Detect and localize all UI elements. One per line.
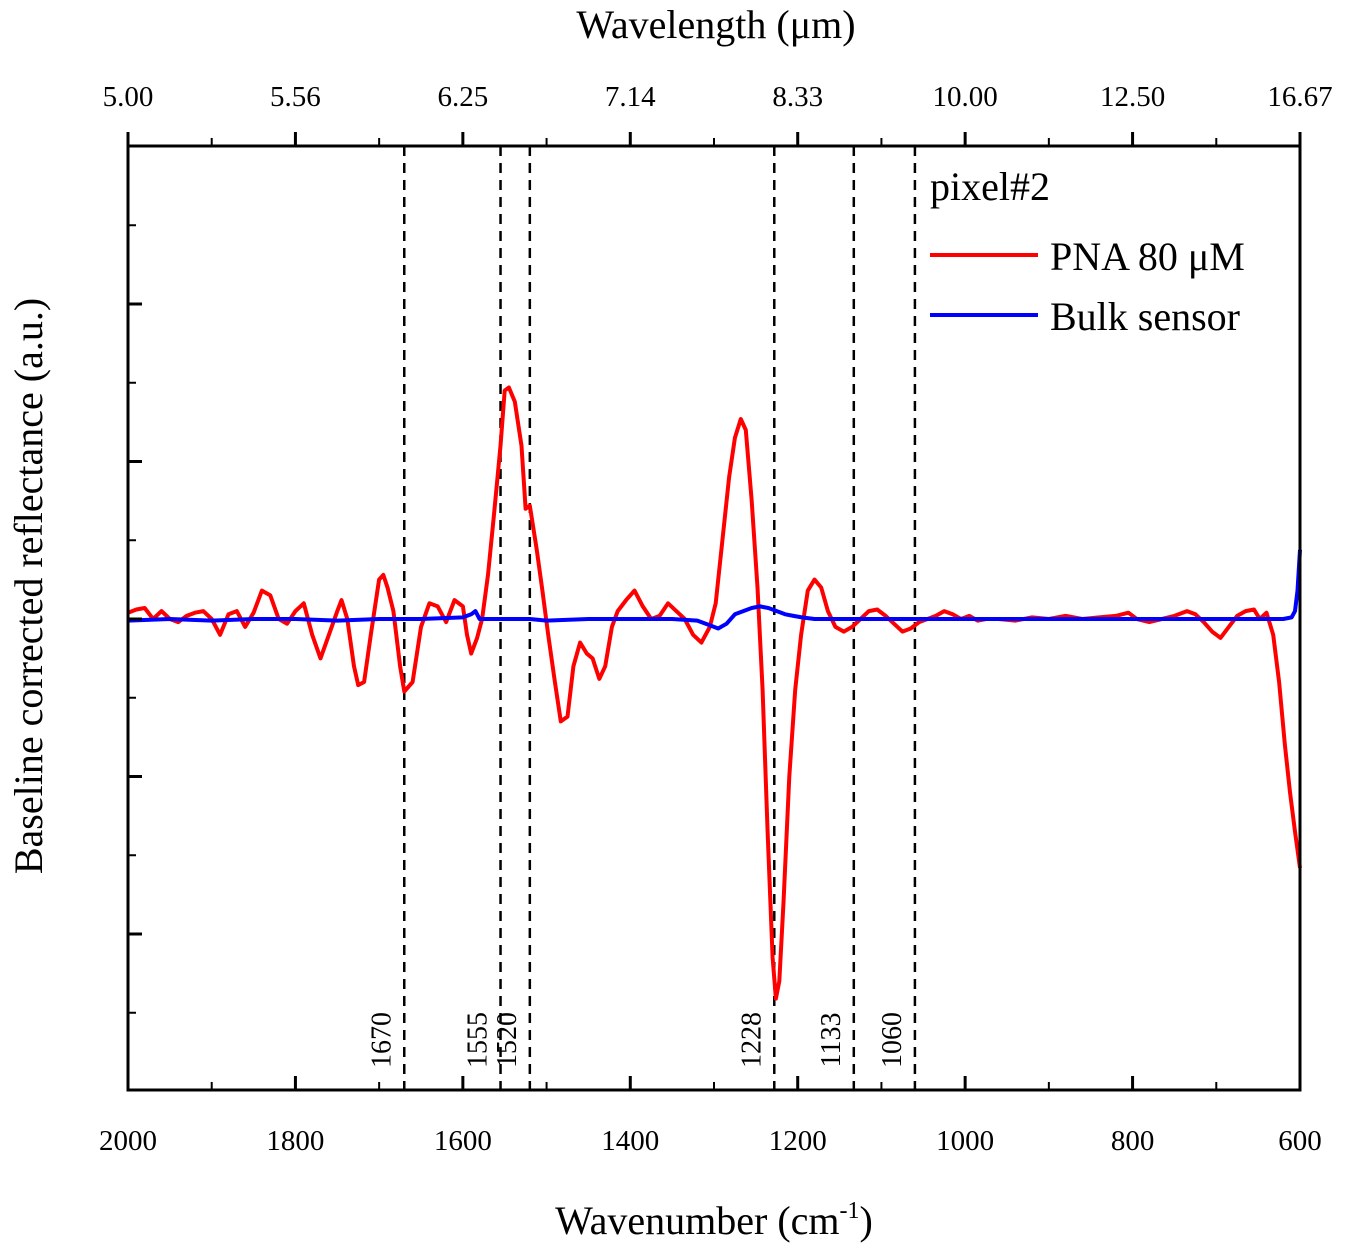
legend: pixel#2 PNA 80 μM Bulk sensor (930, 164, 1245, 339)
x-tick-label: 1400 (601, 1125, 659, 1157)
top-axis-title: Wavelength (μm) (576, 2, 855, 47)
top-axis-ticks: 5.00 5.56 6.25 7.14 8.33 10.00 12.50 16.67 (103, 81, 1333, 146)
x-tick-label: 1000 (936, 1125, 994, 1157)
x2-tick-label: 10.00 (933, 81, 998, 113)
bottom-axis-title: Wavenumber (cm-1) (555, 1198, 873, 1243)
bottom-axis-title-close: ) (860, 1198, 873, 1243)
x2-tick-label: 7.14 (605, 81, 656, 113)
series-line-bulk (127, 549, 1302, 631)
peak-lines (403, 146, 917, 1090)
x2-tick-label: 16.67 (1267, 81, 1332, 113)
x-tick-label: 1200 (769, 1125, 827, 1157)
bottom-axis-title-main: Wavenumber (cm (555, 1198, 839, 1243)
x-tick-label: 1600 (434, 1125, 492, 1157)
left-axis-title: Baseline corrected reflectance (a.u.) (6, 298, 51, 874)
bottom-axis-title-superscript: -1 (840, 1198, 860, 1224)
series-line-pna (127, 385, 1302, 1001)
legend-label-pna: PNA 80 μM (1050, 234, 1245, 279)
x2-tick-label: 8.33 (772, 81, 823, 113)
x2-tick-label: 12.50 (1100, 81, 1165, 113)
series-layer (127, 385, 1302, 1001)
x-tick-label: 2000 (99, 1125, 157, 1157)
x-tick-label: 600 (1278, 1125, 1322, 1157)
axes: 2000 1800 1600 1400 1200 1000 800 600 5.00 5.56 6… (99, 81, 1333, 1157)
x2-tick-label: 5.00 (103, 81, 154, 113)
peak-label-1520: 1520 (492, 1012, 523, 1068)
x-tick-label: 800 (1111, 1125, 1155, 1157)
legend-title: pixel#2 (930, 164, 1050, 209)
peak-label-1133: 1133 (816, 1013, 847, 1068)
x2-tick-label: 5.56 (270, 81, 321, 113)
bottom-axis-ticks: 2000 1800 1600 1400 1200 1000 800 600 (99, 1076, 1322, 1157)
peak-label-1555: 1555 (463, 1012, 494, 1068)
peak-label-1060: 1060 (877, 1012, 908, 1068)
peak-label-1670: 1670 (366, 1012, 397, 1068)
x2-tick-label: 6.25 (437, 81, 488, 113)
left-axis-ticks (128, 224, 142, 1014)
x-tick-label: 1800 (266, 1125, 324, 1157)
peak-label-1228: 1228 (736, 1012, 767, 1068)
legend-label-bulk: Bulk sensor (1050, 294, 1240, 339)
